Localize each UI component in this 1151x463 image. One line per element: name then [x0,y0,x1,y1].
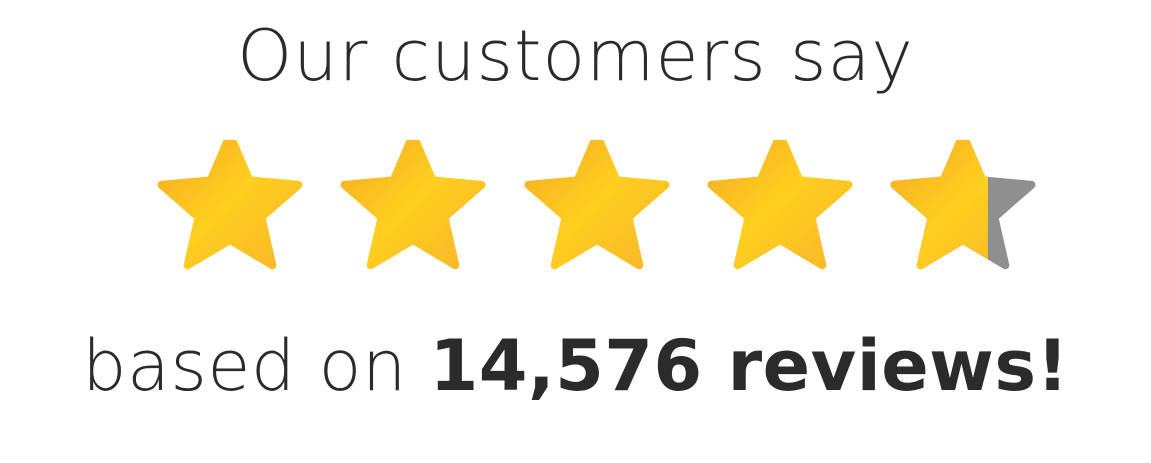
review-summary: based on 14,576 reviews! [0,318,1151,414]
star-4-icon [707,140,853,270]
star-rating-graphic [157,140,1036,270]
review-count: 14,576 reviews! [429,325,1069,407]
star-3-icon [524,140,670,270]
star-2-icon [340,140,486,270]
star-1-icon [157,140,303,270]
rating-headline: Our customers say [237,15,914,97]
based-on-text: based on [82,325,407,407]
star-5-icon [890,140,988,270]
star-rating [0,140,1151,275]
